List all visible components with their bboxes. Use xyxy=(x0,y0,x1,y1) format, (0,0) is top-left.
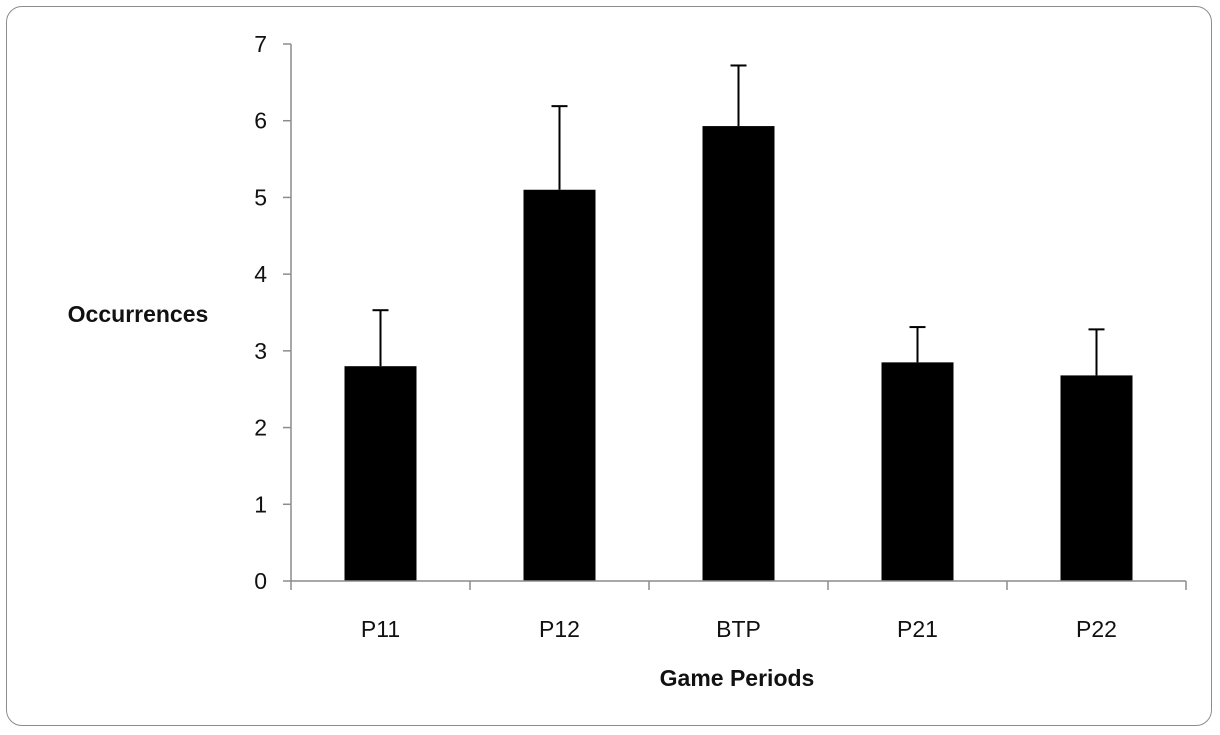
bar-p12 xyxy=(523,189,596,581)
bar-btp xyxy=(702,126,775,581)
y-tick-label: 2 xyxy=(254,415,267,441)
y-tick-label: 6 xyxy=(254,108,267,134)
y-tick-label: 7 xyxy=(254,31,267,57)
axes-group xyxy=(290,44,1186,582)
y-tick-label: 5 xyxy=(254,184,267,210)
bar-p22 xyxy=(1060,375,1133,581)
x-axis-title: Game Periods xyxy=(660,665,815,691)
y-tick-label: 3 xyxy=(254,338,267,364)
y-tick-label: 4 xyxy=(254,261,267,287)
y-tick-label: 0 xyxy=(254,568,267,594)
x-tick-label: P11 xyxy=(361,616,400,642)
y-axis-ticks: 0 1 2 3 4 5 6 7 xyxy=(254,31,291,594)
y-tick-label: 1 xyxy=(254,491,267,517)
x-tick-label: BTP xyxy=(716,616,761,642)
error-bars-group xyxy=(372,64,1105,376)
y-axis-title: Occurrences xyxy=(68,301,209,327)
chart-frame xyxy=(6,6,1212,726)
bar-p21 xyxy=(881,362,954,581)
x-tick-label: P12 xyxy=(539,616,580,642)
bars-group xyxy=(344,126,1133,581)
bar-p11 xyxy=(344,366,417,581)
x-tick-label: P21 xyxy=(897,616,938,642)
x-axis-ticks: P11 P12 BTP P21 P22 xyxy=(290,581,1187,642)
x-tick-label: P22 xyxy=(1076,616,1117,642)
